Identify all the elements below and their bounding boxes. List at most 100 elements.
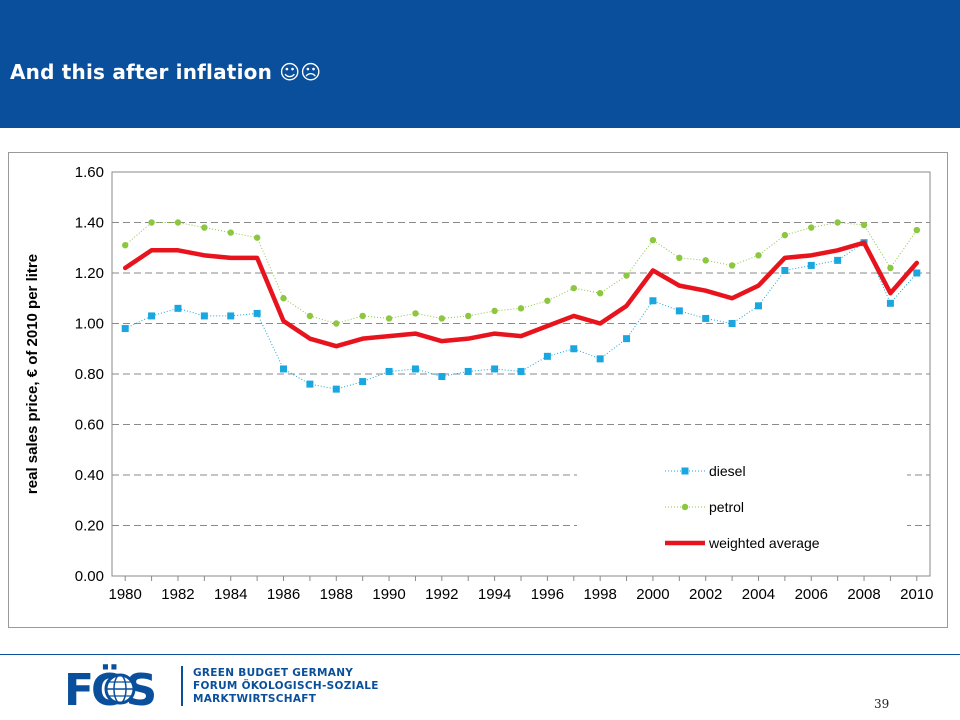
petrol-point — [359, 312, 366, 320]
diesel-point — [675, 307, 683, 315]
petrol-point — [887, 264, 894, 272]
diesel-point — [596, 355, 604, 363]
slide-title-text: And this after inflation — [10, 60, 273, 84]
diesel-point — [253, 309, 261, 317]
diesel-point — [200, 312, 208, 320]
petrol-point — [465, 312, 472, 320]
diesel-point — [702, 314, 710, 322]
diesel-point — [174, 304, 182, 312]
petrol-point — [385, 315, 393, 322]
petrol-point — [333, 320, 340, 327]
petrol-point — [306, 312, 314, 320]
petrol-point — [596, 290, 604, 297]
diesel-point — [649, 297, 657, 305]
diesel-point — [570, 345, 578, 353]
diesel-point — [148, 312, 156, 320]
y-tick-label: 0.00 — [75, 568, 104, 585]
y-tick-label: 1.20 — [75, 265, 104, 282]
petrol-point — [227, 229, 234, 236]
x-tick-label: 1986 — [267, 586, 300, 603]
petrol-point — [438, 315, 446, 322]
diesel-point — [491, 365, 499, 373]
petrol-point — [253, 234, 261, 241]
diesel-point — [438, 373, 446, 381]
logo-divider — [181, 666, 183, 706]
x-tick-label: 2008 — [847, 586, 880, 603]
series-line-diesel — [124, 241, 918, 390]
y-tick-label: 1.40 — [75, 215, 104, 232]
x-tick-label: 1992 — [425, 586, 458, 603]
diesel-point — [464, 367, 472, 375]
diesel-point — [306, 380, 314, 388]
y-tick-label: 1.00 — [75, 316, 104, 333]
diesel-point — [543, 352, 551, 360]
organization-name: GREEN BUDGET GERMANY FORUM ÖKOLOGISCH-SO… — [193, 667, 379, 706]
petrol-point — [570, 284, 577, 292]
petrol-point — [517, 305, 525, 312]
petrol-point — [491, 307, 498, 315]
diesel-point — [913, 269, 921, 277]
petrol-point — [755, 252, 762, 259]
petrol-point — [174, 219, 182, 226]
petrol-point — [121, 242, 129, 249]
diesel-point — [385, 367, 393, 375]
x-tick-label: 2002 — [689, 586, 722, 603]
petrol-point — [781, 231, 789, 239]
x-tick-label: 1996 — [531, 586, 564, 603]
legend-marker-petrol — [681, 503, 689, 511]
petrol-point — [148, 219, 155, 226]
emoticons: ☺☹ — [279, 60, 322, 84]
diesel-point — [754, 302, 762, 310]
x-tick-label: 2000 — [636, 586, 669, 603]
diesel-point — [411, 365, 419, 373]
petrol-point — [860, 221, 868, 229]
page-number: 39 — [874, 697, 890, 711]
x-tick-label: 2010 — [900, 586, 933, 603]
legend-label: petrol — [709, 499, 744, 515]
footer-rule — [0, 654, 960, 655]
x-tick-label: 1990 — [372, 586, 405, 603]
x-tick-label: 2004 — [742, 586, 775, 603]
diesel-point — [623, 335, 631, 343]
diesel-point — [807, 261, 815, 269]
petrol-point — [412, 310, 419, 317]
diesel-point — [517, 367, 525, 375]
petrol-point — [649, 236, 657, 244]
price-chart: 0.00 0.20 0.40 0.60 0.80 1.00 1.20 1.40 1.60 1980… — [24, 164, 933, 603]
org-line: MARKTWIRTSCHAFT — [193, 693, 317, 705]
org-line: GREEN BUDGET GERMANY — [193, 667, 354, 679]
diesel-point — [359, 378, 367, 386]
petrol-point — [728, 262, 736, 269]
diesel-point — [834, 256, 842, 264]
x-tick-label: 1982 — [161, 586, 194, 603]
y-tick-label: 1.60 — [75, 164, 104, 181]
petrol-point — [702, 257, 709, 264]
diesel-point — [728, 320, 736, 327]
petrol-point — [913, 226, 921, 234]
diesel-point — [332, 385, 340, 393]
diesel-point — [886, 299, 894, 307]
fos-logo: FÖS — [64, 663, 157, 712]
x-tick-label: 1988 — [320, 586, 353, 603]
x-tick-label: 1998 — [583, 586, 616, 603]
legend-label: weighted average — [708, 535, 820, 551]
diesel-point — [121, 325, 129, 333]
x-tick-label: 1984 — [214, 586, 247, 603]
y-tick-label: 0.40 — [75, 467, 104, 484]
legend-backdrop — [577, 453, 907, 563]
petrol-point — [676, 254, 683, 262]
slide-title: And this after inflation ☺☹ — [10, 60, 321, 84]
petrol-point — [280, 295, 287, 302]
org-line: FORUM ÖKOLOGISCH-SOZIALE — [193, 680, 379, 692]
legend-marker-diesel — [681, 467, 689, 475]
x-tick-label: 2006 — [795, 586, 828, 603]
title-bar: And this after inflation ☺☹ — [0, 0, 960, 128]
y-axis-title: real sales price, € of 2010 per litre — [24, 254, 41, 494]
diesel-point — [280, 365, 288, 373]
x-tick-label: 1994 — [478, 586, 511, 603]
x-tick-label: 1980 — [109, 586, 142, 603]
series-line-weighted-average — [122, 240, 920, 349]
diesel-point — [227, 312, 235, 320]
petrol-point — [623, 272, 630, 279]
y-tick-label: 0.20 — [75, 518, 104, 535]
